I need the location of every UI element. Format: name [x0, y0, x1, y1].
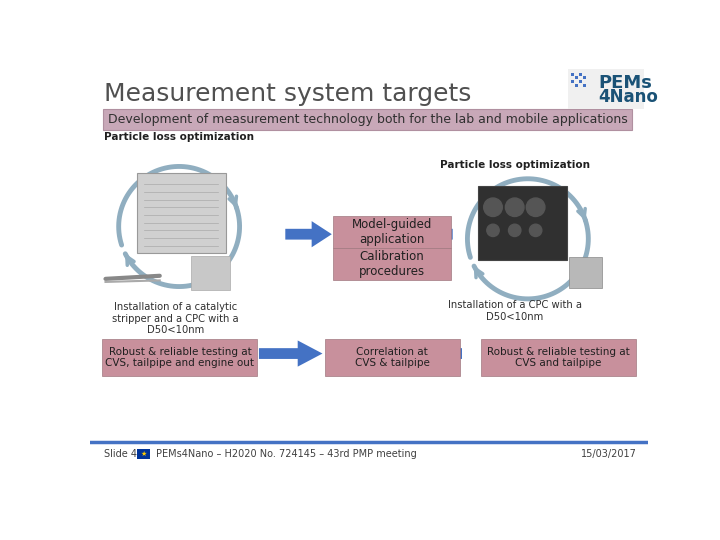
Polygon shape: [406, 221, 453, 247]
Polygon shape: [398, 340, 462, 367]
Polygon shape: [285, 221, 332, 247]
FancyBboxPatch shape: [569, 257, 601, 288]
Text: 4Nano: 4Nano: [598, 88, 658, 106]
Circle shape: [484, 198, 503, 217]
FancyBboxPatch shape: [571, 80, 575, 83]
FancyBboxPatch shape: [477, 186, 567, 260]
FancyBboxPatch shape: [325, 339, 459, 376]
FancyBboxPatch shape: [103, 109, 631, 130]
Text: PEMs4Nano – H2020 No. 724145 – 43rd PMP meeting: PEMs4Nano – H2020 No. 724145 – 43rd PMP …: [156, 449, 417, 460]
FancyBboxPatch shape: [571, 72, 575, 76]
Text: Model-guided
application: Model-guided application: [352, 218, 433, 246]
Text: Robust & reliable testing at
CVS, tailpipe and engine out: Robust & reliable testing at CVS, tailpi…: [105, 347, 254, 368]
Text: Installation of a CPC with a
D50<10nm: Installation of a CPC with a D50<10nm: [448, 300, 582, 322]
Circle shape: [526, 198, 545, 217]
FancyBboxPatch shape: [333, 215, 451, 248]
FancyBboxPatch shape: [137, 173, 225, 253]
FancyBboxPatch shape: [575, 84, 578, 87]
FancyBboxPatch shape: [481, 339, 636, 376]
Text: Development of measurement technology both for the lab and mobile applications: Development of measurement technology bo…: [107, 113, 627, 126]
Circle shape: [505, 198, 524, 217]
Text: Particle loss optimization: Particle loss optimization: [440, 160, 590, 170]
FancyBboxPatch shape: [333, 248, 451, 280]
Text: 15/03/2017: 15/03/2017: [581, 449, 637, 460]
FancyBboxPatch shape: [579, 80, 582, 83]
Polygon shape: [259, 340, 323, 367]
Text: Measurement system targets: Measurement system targets: [104, 82, 472, 106]
FancyBboxPatch shape: [579, 72, 582, 76]
FancyBboxPatch shape: [583, 76, 586, 79]
Text: Calibration
procedures: Calibration procedures: [359, 250, 426, 278]
Text: Correlation at
CVS & tailpipe: Correlation at CVS & tailpipe: [355, 347, 430, 368]
FancyBboxPatch shape: [102, 339, 258, 376]
Circle shape: [529, 224, 542, 237]
FancyBboxPatch shape: [191, 256, 230, 291]
Text: ★: ★: [140, 451, 147, 457]
Text: Particle loss optimization: Particle loss optimization: [104, 132, 254, 142]
FancyBboxPatch shape: [583, 84, 586, 87]
Circle shape: [508, 224, 521, 237]
FancyBboxPatch shape: [137, 449, 150, 459]
Text: Installation of a catalytic
stripper and a CPC with a
D50<10nm: Installation of a catalytic stripper and…: [112, 302, 238, 335]
FancyBboxPatch shape: [575, 76, 578, 79]
FancyBboxPatch shape: [568, 69, 644, 109]
Text: Robust & reliable testing at
CVS and tailpipe: Robust & reliable testing at CVS and tai…: [487, 347, 629, 368]
Text: Slide 4: Slide 4: [104, 449, 137, 460]
Text: PEMs: PEMs: [598, 75, 652, 92]
Circle shape: [487, 224, 499, 237]
